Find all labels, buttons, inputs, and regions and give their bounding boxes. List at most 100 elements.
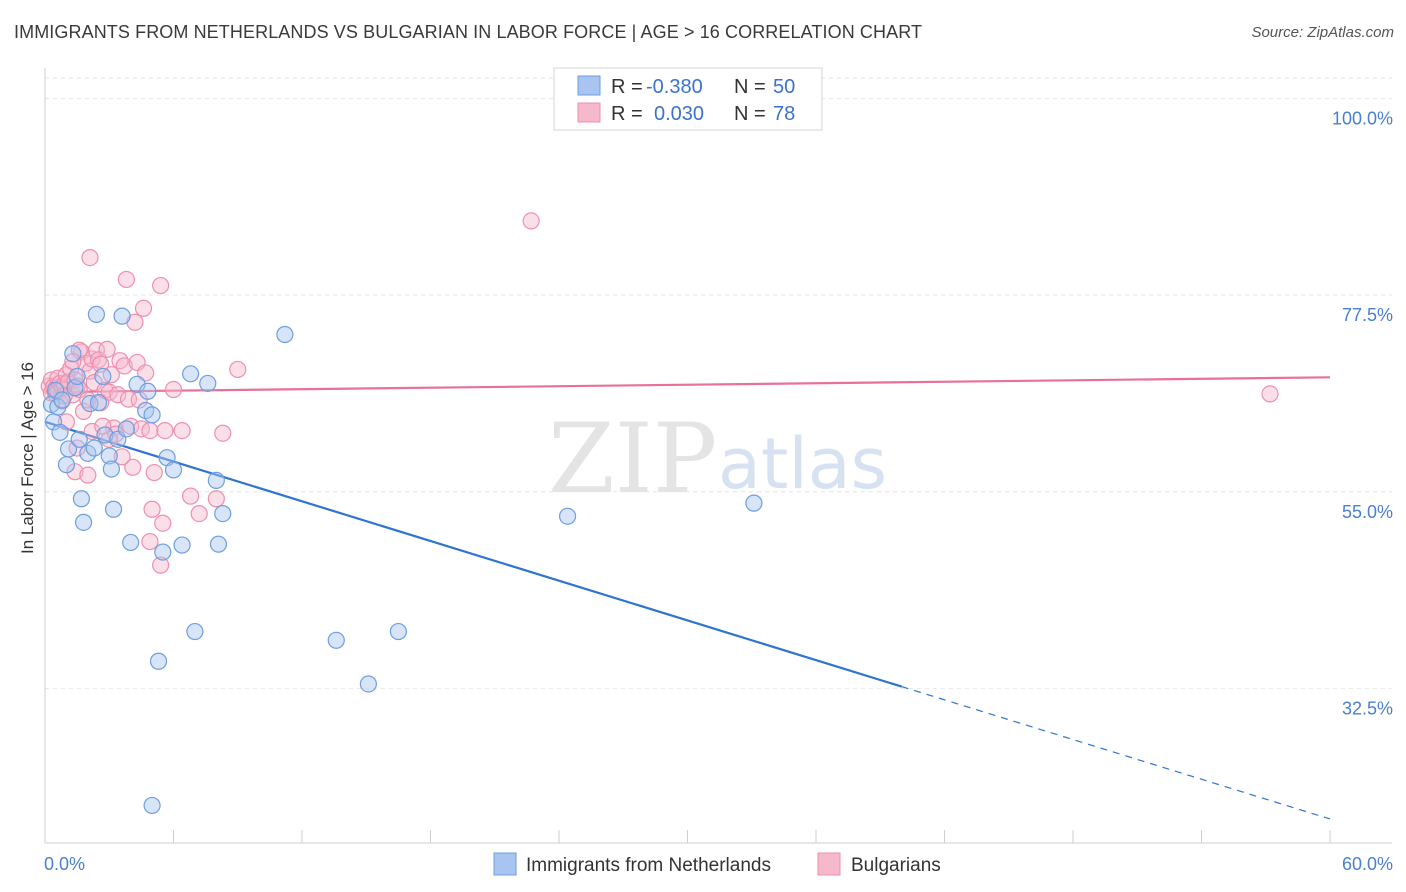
x-tick-label-min: 0.0% <box>44 854 85 874</box>
netherlands-point <box>89 394 108 412</box>
bulgarians-point <box>152 556 170 574</box>
netherlands-point <box>745 494 763 512</box>
netherlands-point <box>57 456 76 474</box>
bulgarians-points <box>40 212 1279 574</box>
bulgarians-point <box>98 340 116 358</box>
bulgarians-point <box>207 490 225 508</box>
netherlands-trend-projection <box>901 686 1331 820</box>
netherlands-point <box>102 460 120 478</box>
bulgarians-point <box>134 299 153 317</box>
netherlands-point <box>68 367 86 386</box>
bulgarians-point <box>137 364 155 382</box>
bottom-legend-label-bulgarians: Bulgarians <box>851 855 941 876</box>
bulgarians-trend-line <box>44 376 1331 394</box>
bottom-legend-swatch-pink <box>817 852 841 876</box>
netherlands-point <box>173 536 191 554</box>
netherlands-point <box>59 440 78 458</box>
x-tick-label-max: 60.0% <box>1342 854 1393 874</box>
legend-n-label-2: N = <box>734 103 766 125</box>
bottom-legend-swatch-blue <box>493 852 517 876</box>
netherlands-point <box>207 471 225 490</box>
netherlands-point <box>139 382 157 400</box>
stats-legend: R = -0.380 N = 50 R = 0.030 N = 78 <box>553 67 823 131</box>
bulgarians-point <box>190 505 208 523</box>
y-tick-label: 77.5% <box>1342 305 1393 325</box>
netherlands-point <box>359 675 377 693</box>
watermark: ZIP atlas <box>548 403 887 515</box>
netherlands-point <box>327 631 345 649</box>
bulgarians-point <box>132 420 150 438</box>
netherlands-point <box>70 430 88 448</box>
netherlands-point <box>389 622 407 641</box>
netherlands-point <box>154 543 172 561</box>
bulgarians-point <box>141 532 159 551</box>
legend-swatch-pink <box>577 102 601 123</box>
bulgarians-point <box>102 366 120 384</box>
bulgarians-point <box>154 514 172 532</box>
netherlands-point <box>74 513 93 531</box>
legend-n-value-2: 78 <box>773 103 795 125</box>
y-tick-label: 32.5% <box>1342 698 1393 718</box>
netherlands-point <box>276 325 294 344</box>
netherlands-point <box>143 796 161 815</box>
bulgarians-point <box>522 212 540 230</box>
watermark-atlas: atlas <box>718 423 887 505</box>
bulgarians-point <box>141 421 159 440</box>
bulgarians-point <box>214 424 232 442</box>
netherlands-point <box>85 439 103 457</box>
netherlands-point <box>47 381 65 400</box>
bulgarians-point <box>182 487 200 505</box>
bulgarians-point <box>115 357 133 375</box>
netherlands-point <box>64 345 82 363</box>
source-credit: Source: ZipAtlas.com <box>1251 24 1394 41</box>
netherlands-point <box>72 490 91 508</box>
y-axis-label: In Labor Force | Age > 16 <box>18 362 37 554</box>
legend-r-value-2: 0.030 <box>654 103 704 125</box>
bulgarians-point <box>1261 385 1279 403</box>
bulgarians-point <box>152 276 170 295</box>
bulgarians-point <box>81 248 99 267</box>
trend-lines <box>44 376 1331 820</box>
bulgarians-point <box>57 413 76 431</box>
bulgarians-point <box>83 350 101 368</box>
legend-r-label-1: R = <box>611 76 643 98</box>
netherlands-point <box>81 394 99 413</box>
bulgarians-point <box>117 270 135 289</box>
bulgarians-point <box>164 380 183 399</box>
legend-swatch-blue <box>577 75 601 96</box>
bulgarians-point <box>79 466 97 484</box>
netherlands-point <box>100 447 118 465</box>
bulgarians-point <box>113 448 131 466</box>
axes <box>44 68 1392 844</box>
bottom-legend-label-netherlands: Immigrants from Netherlands <box>526 855 771 876</box>
netherlands-point <box>94 367 112 386</box>
bulgarians-point <box>124 458 142 476</box>
y-tick-label: 55.0% <box>1342 502 1393 522</box>
netherlands-point <box>113 307 131 325</box>
legend-r-label-2: R = <box>611 103 643 125</box>
netherlands-point <box>209 535 228 553</box>
netherlands-point <box>87 305 106 323</box>
netherlands-point <box>104 500 123 518</box>
bulgarians-point <box>83 422 101 441</box>
netherlands-point <box>186 622 204 641</box>
bulgarians-point <box>109 386 127 404</box>
netherlands-point <box>122 533 140 552</box>
netherlands-point <box>143 406 161 424</box>
legend-r-value-1: -0.380 <box>646 76 703 98</box>
netherlands-point <box>182 365 200 383</box>
chart-title: IMMIGRANTS FROM NETHERLANDS VS BULGARIAN… <box>14 22 923 42</box>
y-tick-label: 100.0% <box>1332 109 1393 129</box>
netherlands-point <box>149 652 168 670</box>
gridlines <box>45 77 1392 689</box>
netherlands-points <box>42 305 763 815</box>
y-tick-labels: 32.5% 55.0% 77.5% 100.0% <box>1332 109 1393 719</box>
bulgarians-point <box>229 360 247 379</box>
bulgarians-point <box>156 421 174 440</box>
netherlands-point <box>53 391 71 409</box>
legend-n-value-1: 50 <box>773 76 795 98</box>
netherlands-point <box>214 505 232 523</box>
legend-n-label-1: N = <box>734 76 766 98</box>
bulgarians-point <box>173 421 191 440</box>
